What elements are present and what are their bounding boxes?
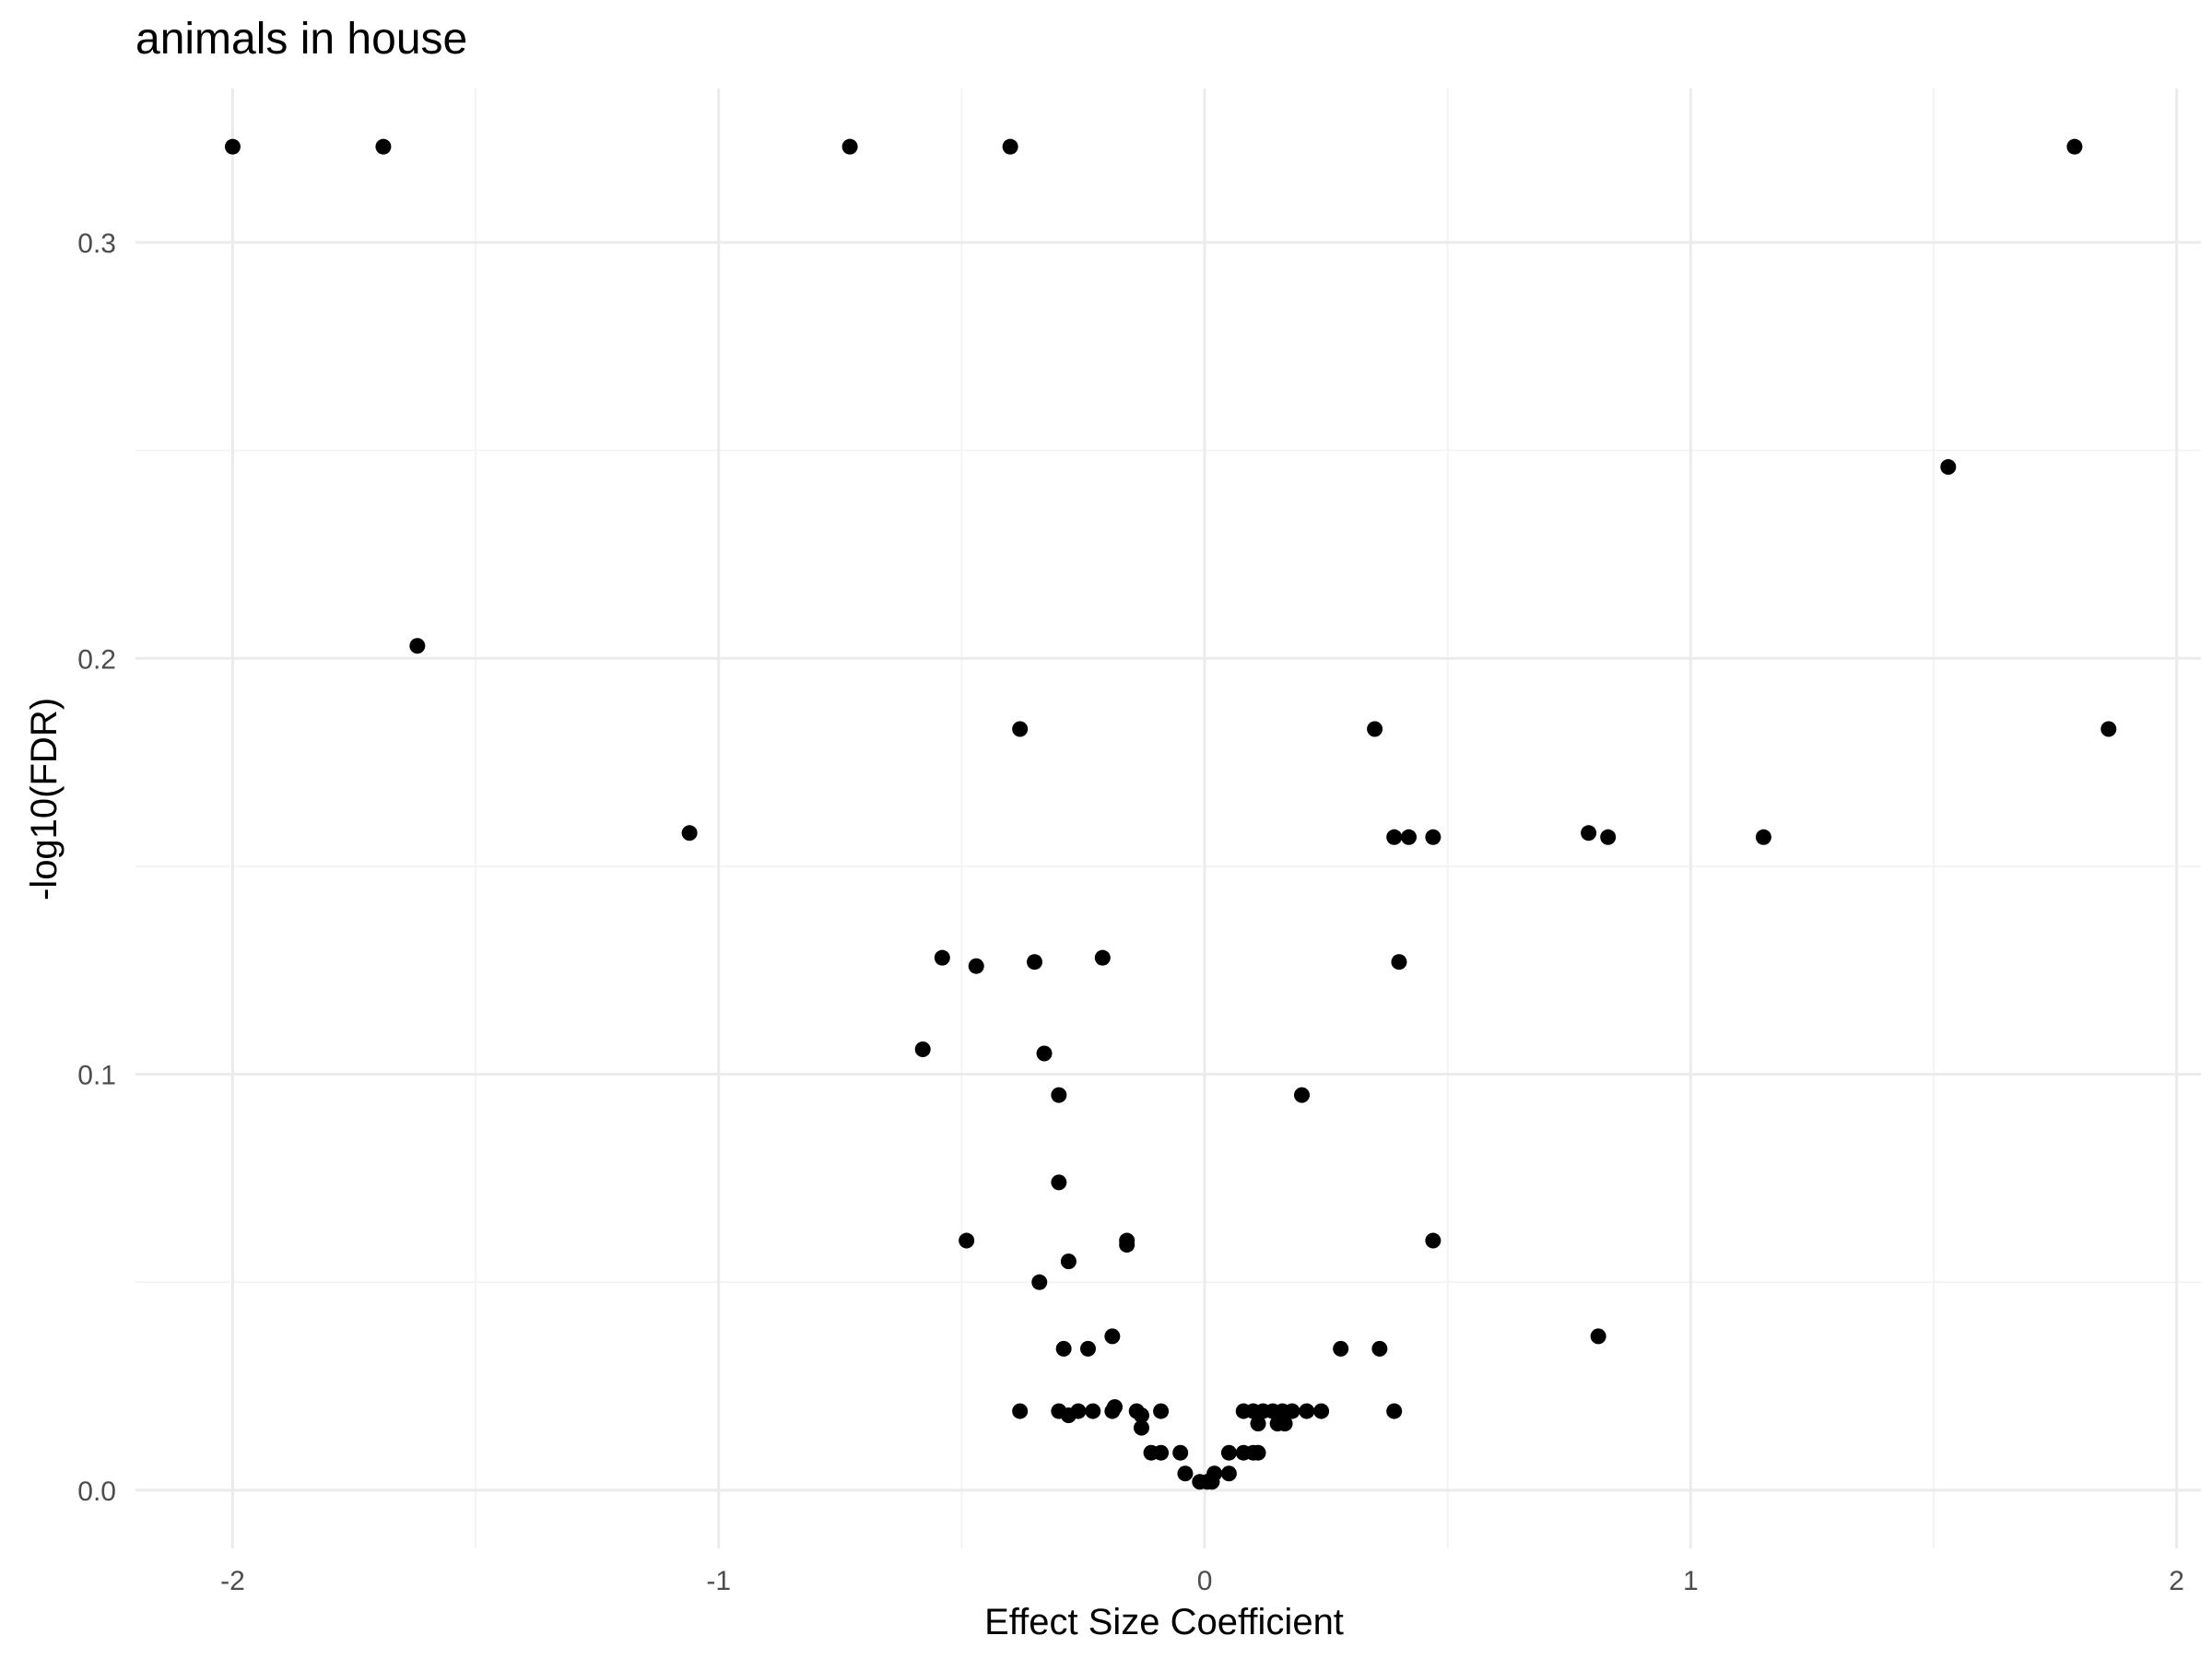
x-axis-ticks: -2 -1 0 1 2 (220, 1566, 2184, 1596)
data-point (409, 638, 426, 654)
data-point (1119, 1237, 1135, 1253)
data-point (841, 138, 858, 155)
data-point (1070, 1403, 1087, 1419)
data-point (1220, 1444, 1237, 1461)
x-tick-label: -1 (706, 1566, 731, 1596)
data-point (224, 138, 241, 155)
x-axis-title: Effect Size Coefficient (984, 1602, 1344, 1642)
data-point (1085, 1403, 1101, 1419)
data-point (1079, 1340, 1096, 1357)
data-point (1094, 949, 1111, 966)
x-tick-label: -2 (220, 1566, 245, 1596)
data-point (1204, 1474, 1220, 1490)
data-point (1250, 1416, 1266, 1432)
data-point (1106, 1399, 1123, 1416)
x-tick-label: 2 (2169, 1566, 2184, 1596)
data-point (1333, 1340, 1349, 1357)
data-point (1581, 825, 1597, 841)
data-point (1391, 954, 1407, 971)
data-point (1002, 138, 1018, 155)
data-point (1294, 1087, 1311, 1103)
data-point (1051, 1087, 1067, 1103)
x-tick-label: 0 (1197, 1566, 1213, 1596)
data-point (1036, 1045, 1053, 1062)
data-point (1031, 1274, 1048, 1290)
data-point (375, 138, 392, 155)
data-point (1177, 1465, 1194, 1482)
data-point (914, 1041, 931, 1057)
data-point (1425, 1232, 1441, 1249)
data-point (1284, 1403, 1300, 1419)
data-point (1055, 1340, 1072, 1357)
data-point (1133, 1407, 1149, 1424)
data-point (1425, 829, 1441, 845)
data-point (1012, 1403, 1029, 1419)
data-point (1133, 1419, 1149, 1436)
data-point (1386, 829, 1403, 845)
data-point (1060, 1253, 1077, 1270)
data-point (1401, 829, 1418, 845)
data-point (1051, 1174, 1067, 1191)
data-point (1386, 1403, 1403, 1419)
data-point (2100, 721, 2117, 737)
data-point (681, 825, 698, 841)
data-points (224, 138, 2117, 1490)
y-tick-label: 0.1 (77, 1061, 116, 1091)
y-axis-title: -log10(FDR) (24, 698, 65, 900)
chart-title: animals in house (135, 15, 467, 64)
data-point (1277, 1416, 1293, 1432)
data-point (1153, 1444, 1170, 1461)
data-point (1026, 954, 1042, 971)
y-axis-ticks: 0.0 0.1 0.2 0.3 (77, 229, 116, 1507)
data-point (1172, 1444, 1189, 1461)
data-point (1940, 459, 1957, 476)
y-tick-label: 0.2 (77, 644, 116, 675)
data-point (1104, 1328, 1121, 1345)
data-point (1590, 1328, 1606, 1345)
data-point (2066, 138, 2083, 155)
data-point (1220, 1465, 1237, 1482)
data-point (1313, 1403, 1330, 1419)
data-point (1755, 829, 1771, 845)
data-point (1367, 721, 1383, 737)
grid (135, 88, 2201, 1548)
data-point (1012, 721, 1029, 737)
data-point (934, 949, 950, 966)
x-tick-label: 1 (1683, 1566, 1699, 1596)
data-point (1153, 1403, 1170, 1419)
y-tick-label: 0.0 (77, 1477, 116, 1507)
y-tick-label: 0.3 (77, 229, 116, 259)
data-point (968, 958, 984, 974)
data-point (1299, 1403, 1315, 1419)
data-point (1371, 1340, 1388, 1357)
data-point (1250, 1444, 1266, 1461)
data-point (1600, 829, 1617, 845)
data-point (959, 1232, 975, 1249)
